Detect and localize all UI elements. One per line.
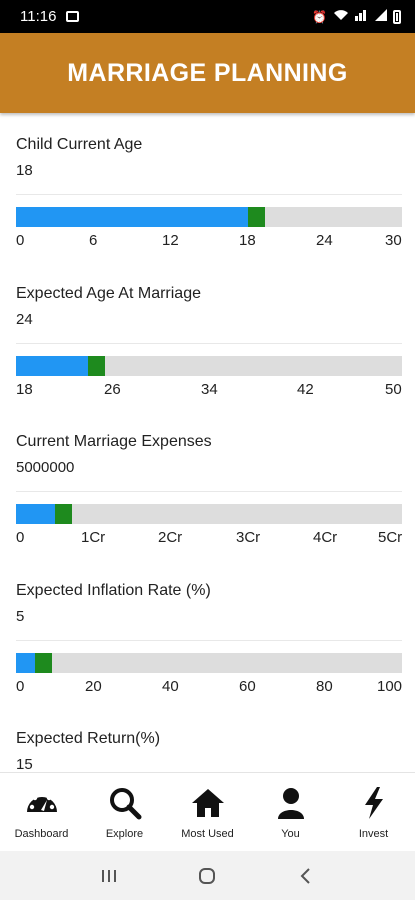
field-label: Expected Inflation Rate (%) bbox=[16, 582, 211, 599]
battery-icon bbox=[393, 9, 401, 24]
slider-tick-label: 20 bbox=[85, 678, 102, 695]
slider-fill bbox=[16, 504, 55, 524]
child-current-age-field: Child Current Age 18 bbox=[16, 134, 402, 195]
expected-inflation-rate-field: Expected Inflation Rate (%) 5 bbox=[16, 580, 402, 641]
status-bar: 11:16 ⏰ bbox=[0, 0, 415, 33]
slider-fill bbox=[16, 356, 88, 376]
lightning-icon bbox=[364, 787, 383, 819]
field-value[interactable]: 5000000 bbox=[16, 459, 75, 476]
divider bbox=[16, 640, 402, 641]
field-label: Expected Return(%) bbox=[16, 730, 161, 747]
child-current-age-slider[interactable]: 0 6 12 18 24 30 bbox=[16, 207, 402, 252]
slider-tick-label: 50 bbox=[385, 381, 402, 398]
expected-inflation-rate-slider[interactable]: 0 20 40 60 80 100 bbox=[16, 653, 402, 698]
slider-tick-label: 18 bbox=[239, 232, 256, 249]
slider-thumb[interactable] bbox=[35, 653, 52, 673]
home-icon bbox=[191, 789, 224, 817]
divider bbox=[16, 343, 402, 344]
system-navigation-bar bbox=[0, 851, 415, 900]
field-value[interactable]: 5 bbox=[16, 608, 25, 625]
slider-tick-label: 30 bbox=[385, 232, 402, 249]
recent-apps-icon[interactable] bbox=[99, 866, 119, 886]
slider-tick-label: 34 bbox=[201, 381, 218, 398]
slider-tick-label: 12 bbox=[162, 232, 179, 249]
expected-age-at-marriage-slider[interactable]: 18 26 34 42 50 bbox=[16, 356, 402, 401]
volte-icon bbox=[355, 9, 369, 24]
current-marriage-expenses-field: Current Marriage Expenses 5000000 bbox=[16, 431, 402, 492]
image-icon bbox=[66, 11, 80, 22]
field-label: Current Marriage Expenses bbox=[16, 433, 212, 450]
person-icon bbox=[277, 788, 304, 819]
app-header: MARRIAGE PLANNING bbox=[0, 33, 415, 113]
slider-tick-label: 5Cr bbox=[378, 529, 403, 546]
slider-tick-label: 6 bbox=[89, 232, 98, 249]
wifi-icon bbox=[333, 9, 349, 24]
field-value[interactable]: 15 bbox=[16, 756, 33, 772]
nav-most-used[interactable]: Most Used bbox=[166, 773, 249, 851]
field-label: Child Current Age bbox=[16, 136, 143, 153]
slider-tick-label: 42 bbox=[297, 381, 314, 398]
slider-tick-label: 0 bbox=[16, 678, 25, 695]
form-content[interactable]: Child Current Age 18 0 6 12 18 24 30 Expected… bbox=[0, 120, 415, 772]
slider-track[interactable] bbox=[16, 356, 402, 376]
status-time: 11:16 bbox=[20, 8, 57, 25]
slider-tick-label: 24 bbox=[316, 232, 333, 249]
nav-label: You bbox=[281, 828, 300, 840]
nav-explore[interactable]: Explore bbox=[83, 773, 166, 851]
slider-track[interactable] bbox=[16, 504, 402, 524]
slider-ticks: 0 20 40 60 80 100 bbox=[16, 678, 402, 698]
slider-track[interactable] bbox=[16, 653, 402, 673]
nav-label: Most Used bbox=[181, 828, 234, 840]
nav-dashboard[interactable]: Dashboard bbox=[0, 773, 83, 851]
slider-tick-label: 26 bbox=[104, 381, 121, 398]
dashboard-icon bbox=[26, 791, 57, 812]
slider-tick-label: 40 bbox=[162, 678, 179, 695]
back-icon[interactable] bbox=[296, 866, 316, 886]
nav-invest[interactable]: Invest bbox=[332, 773, 415, 851]
home-button-icon[interactable] bbox=[197, 866, 217, 886]
slider-tick-label: 18 bbox=[16, 381, 33, 398]
slider-tick-label: 80 bbox=[316, 678, 333, 695]
nav-you[interactable]: You bbox=[249, 773, 332, 851]
field-label: Expected Age At Marriage bbox=[16, 285, 201, 302]
slider-tick-label: 1Cr bbox=[81, 529, 106, 546]
slider-tick-label: 60 bbox=[239, 678, 256, 695]
slider-ticks: 0 6 12 18 24 30 bbox=[16, 232, 402, 252]
expected-age-at-marriage-field: Expected Age At Marriage 24 bbox=[16, 283, 402, 344]
slider-tick-label: 0 bbox=[16, 529, 25, 546]
slider-fill bbox=[16, 207, 248, 227]
signal-icon bbox=[375, 9, 387, 24]
field-value[interactable]: 24 bbox=[16, 311, 33, 328]
alarm-icon: ⏰ bbox=[312, 9, 327, 24]
bottom-nav: Dashboard Explore Most Used You Invest bbox=[0, 772, 415, 851]
slider-track[interactable] bbox=[16, 207, 402, 227]
nav-label: Explore bbox=[105, 828, 144, 840]
slider-tick-label: 2Cr bbox=[158, 529, 183, 546]
nav-label: Invest bbox=[358, 828, 389, 840]
slider-tick-label: 0 bbox=[16, 232, 25, 249]
slider-tick-label: 4Cr bbox=[313, 529, 338, 546]
slider-tick-label: 3Cr bbox=[236, 529, 261, 546]
field-value[interactable]: 18 bbox=[16, 162, 33, 179]
slider-thumb[interactable] bbox=[55, 504, 72, 524]
slider-ticks: 18 26 34 42 50 bbox=[16, 381, 402, 401]
slider-thumb[interactable] bbox=[88, 356, 105, 376]
page-title: MARRIAGE PLANNING bbox=[67, 58, 348, 87]
nav-label: Dashboard bbox=[14, 828, 69, 840]
slider-ticks: 0 1Cr 2Cr 3Cr 4Cr 5Cr bbox=[16, 529, 402, 549]
search-icon bbox=[109, 788, 141, 820]
slider-fill bbox=[16, 653, 35, 673]
divider bbox=[16, 491, 402, 492]
expected-return-field: Expected Return(%) 15 bbox=[16, 728, 402, 772]
current-marriage-expenses-slider[interactable]: 0 1Cr 2Cr 3Cr 4Cr 5Cr bbox=[16, 504, 402, 549]
slider-tick-label: 100 bbox=[377, 678, 403, 695]
slider-thumb[interactable] bbox=[248, 207, 265, 227]
divider bbox=[16, 194, 402, 195]
